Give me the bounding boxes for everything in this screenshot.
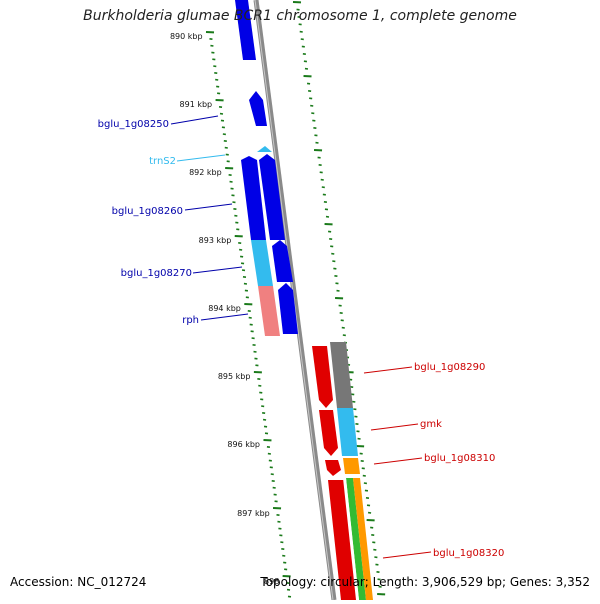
gene-block-gmk[interactable] — [337, 408, 358, 456]
plus-strand-features — [235, 0, 298, 336]
label-bglu_1g08320[interactable]: bglu_1g08320 — [433, 548, 504, 559]
connector-rph — [201, 314, 248, 320]
tick-label: 891 kbp — [180, 100, 213, 109]
connector-bglu_1g08320 — [383, 552, 431, 558]
gene-block-bglu_1g08310[interactable] — [343, 458, 360, 474]
tick-label: 894 kbp — [208, 304, 241, 313]
label-rph[interactable]: rph — [182, 315, 199, 326]
gene-arrow-bglu_1g08250[interactable] — [249, 91, 267, 126]
gene-arrow-bglu_1g08290-red[interactable] — [312, 346, 333, 408]
accession-label: Accession: NC_012724 — [10, 575, 146, 589]
label-bglu_1g08270[interactable]: bglu_1g08270 — [121, 268, 192, 279]
connector-trnS2 — [177, 155, 225, 161]
label-bglu_1g08310[interactable]: bglu_1g08310 — [424, 453, 495, 464]
tick-label: 890 kbp — [170, 32, 203, 41]
connector-bglu_1g08270 — [193, 267, 242, 273]
minus-strand-features — [312, 342, 373, 600]
gene-arrow-gmk-red[interactable] — [319, 410, 338, 456]
label-bglu_1g08250[interactable]: bglu_1g08250 — [98, 119, 169, 130]
tick-label: 895 kbp — [218, 372, 251, 381]
trna-block-bglu_1g08270[interactable] — [251, 240, 273, 286]
map-title: Burkholderia glumae BCR1 chromosome 1, c… — [0, 8, 600, 24]
gene-block-bglu_1g08290[interactable] — [330, 342, 353, 408]
tick-label: 896 kbp — [227, 440, 260, 449]
tick-label: 892 kbp — [189, 168, 222, 177]
topology-summary: Topology: circular; Length: 3,906,529 bp… — [260, 575, 590, 589]
gene-arrow-bglu_1g08310-red[interactable] — [325, 460, 341, 476]
tick-label: 897 kbp — [237, 509, 270, 518]
connector-bglu_1g08260 — [185, 204, 232, 210]
connector-bglu_1g08290 — [364, 367, 412, 373]
connector-bglu_1g08310 — [374, 458, 422, 464]
tick-label: 893 kbp — [199, 236, 232, 245]
label-bglu_1g08290[interactable]: bglu_1g08290 — [414, 362, 485, 373]
label-bglu_1g08260[interactable]: bglu_1g08260 — [112, 206, 183, 217]
connector-gmk — [371, 424, 418, 430]
connector-bglu_1g08250 — [171, 116, 218, 124]
label-trnS2[interactable]: trnS2 — [149, 156, 176, 167]
gene-block-rph[interactable] — [258, 286, 280, 336]
label-gmk[interactable]: gmk — [420, 419, 442, 430]
trna-arrow-trnS2[interactable] — [257, 146, 272, 152]
